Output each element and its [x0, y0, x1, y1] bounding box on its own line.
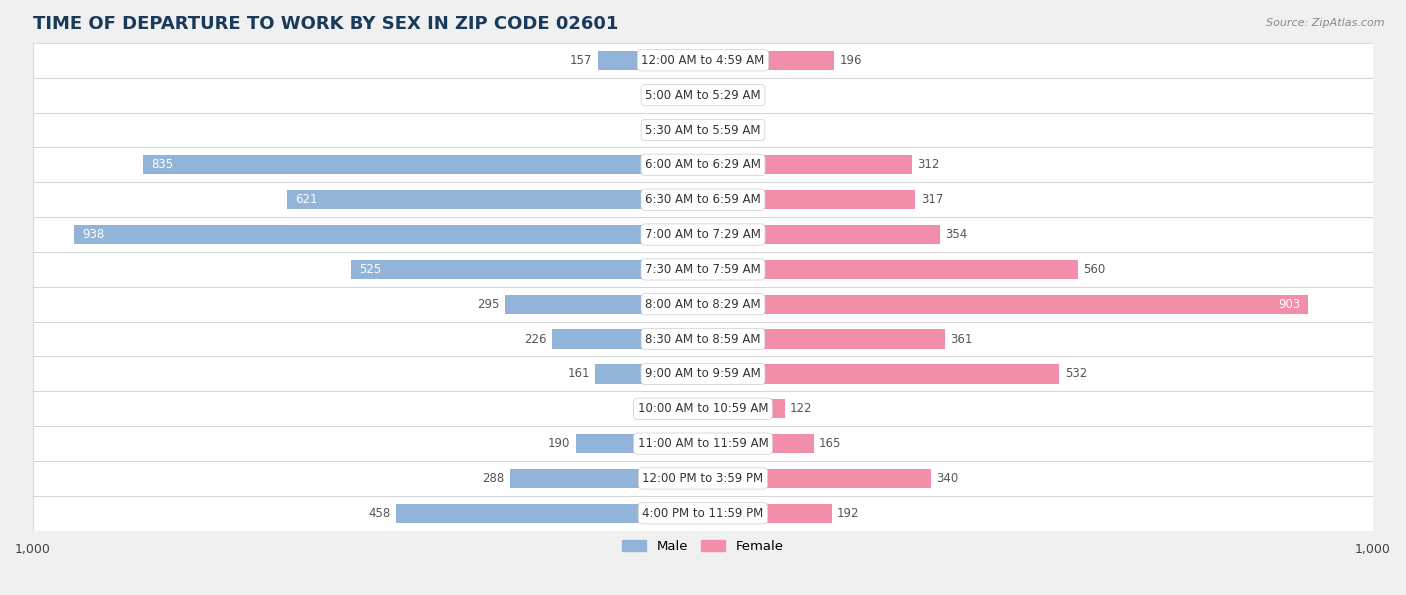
- Bar: [703, 399, 785, 418]
- Text: 295: 295: [478, 298, 501, 311]
- Bar: [675, 120, 703, 140]
- Bar: [703, 155, 912, 174]
- Text: 532: 532: [1064, 368, 1087, 380]
- Text: 7:00 AM to 7:29 AM: 7:00 AM to 7:29 AM: [645, 228, 761, 241]
- Text: 9:00 AM to 9:59 AM: 9:00 AM to 9:59 AM: [645, 368, 761, 380]
- FancyBboxPatch shape: [32, 252, 1374, 287]
- Text: 12:00 AM to 4:59 AM: 12:00 AM to 4:59 AM: [641, 54, 765, 67]
- Bar: [703, 86, 709, 105]
- Bar: [575, 434, 703, 453]
- Bar: [396, 504, 703, 523]
- Text: 165: 165: [818, 437, 841, 450]
- FancyBboxPatch shape: [32, 217, 1374, 252]
- Bar: [703, 364, 1060, 384]
- Bar: [703, 120, 721, 140]
- Text: 458: 458: [368, 507, 391, 520]
- Text: 5:00 AM to 5:29 AM: 5:00 AM to 5:29 AM: [645, 89, 761, 102]
- Text: 196: 196: [839, 54, 862, 67]
- Text: 12:00 PM to 3:59 PM: 12:00 PM to 3:59 PM: [643, 472, 763, 485]
- FancyBboxPatch shape: [32, 426, 1374, 461]
- Text: 41: 41: [655, 124, 671, 136]
- FancyBboxPatch shape: [32, 496, 1374, 531]
- Text: 10:00 AM to 10:59 AM: 10:00 AM to 10:59 AM: [638, 402, 768, 415]
- Text: 8: 8: [714, 89, 721, 102]
- Bar: [703, 330, 945, 349]
- Text: 312: 312: [918, 158, 939, 171]
- FancyBboxPatch shape: [32, 322, 1374, 356]
- Bar: [703, 295, 1308, 314]
- Bar: [551, 330, 703, 349]
- Text: 340: 340: [936, 472, 959, 485]
- Bar: [703, 260, 1078, 279]
- FancyBboxPatch shape: [32, 287, 1374, 322]
- Text: 47: 47: [651, 89, 666, 102]
- FancyBboxPatch shape: [32, 112, 1374, 148]
- Text: 192: 192: [837, 507, 859, 520]
- Text: 525: 525: [360, 263, 381, 276]
- Text: 938: 938: [83, 228, 105, 241]
- Bar: [703, 469, 931, 488]
- Text: 226: 226: [523, 333, 546, 346]
- Bar: [75, 225, 703, 244]
- Text: 5:30 AM to 5:59 AM: 5:30 AM to 5:59 AM: [645, 124, 761, 136]
- Text: 361: 361: [950, 333, 973, 346]
- Text: 11:00 AM to 11:59 AM: 11:00 AM to 11:59 AM: [638, 437, 768, 450]
- Text: Source: ZipAtlas.com: Source: ZipAtlas.com: [1267, 18, 1385, 28]
- Bar: [287, 190, 703, 209]
- Text: 161: 161: [567, 368, 589, 380]
- FancyBboxPatch shape: [32, 392, 1374, 426]
- Text: 621: 621: [295, 193, 318, 206]
- FancyBboxPatch shape: [32, 148, 1374, 182]
- Bar: [598, 51, 703, 70]
- Legend: Male, Female: Male, Female: [617, 534, 789, 558]
- FancyBboxPatch shape: [32, 356, 1374, 392]
- Bar: [703, 190, 915, 209]
- Bar: [143, 155, 703, 174]
- Bar: [672, 86, 703, 105]
- Bar: [505, 295, 703, 314]
- Text: 8:30 AM to 8:59 AM: 8:30 AM to 8:59 AM: [645, 333, 761, 346]
- Text: 27: 27: [727, 124, 741, 136]
- Bar: [703, 434, 814, 453]
- Bar: [352, 260, 703, 279]
- Bar: [703, 504, 832, 523]
- Text: 288: 288: [482, 472, 505, 485]
- Text: TIME OF DEPARTURE TO WORK BY SEX IN ZIP CODE 02601: TIME OF DEPARTURE TO WORK BY SEX IN ZIP …: [32, 15, 619, 33]
- Text: 6:30 AM to 6:59 AM: 6:30 AM to 6:59 AM: [645, 193, 761, 206]
- FancyBboxPatch shape: [32, 43, 1374, 78]
- Bar: [703, 225, 941, 244]
- Text: 317: 317: [921, 193, 943, 206]
- Text: 122: 122: [790, 402, 813, 415]
- Text: 190: 190: [548, 437, 571, 450]
- Text: 7:30 AM to 7:59 AM: 7:30 AM to 7:59 AM: [645, 263, 761, 276]
- Text: 4:00 PM to 11:59 PM: 4:00 PM to 11:59 PM: [643, 507, 763, 520]
- Text: 40: 40: [657, 402, 671, 415]
- Text: 560: 560: [1084, 263, 1107, 276]
- FancyBboxPatch shape: [32, 461, 1374, 496]
- Bar: [703, 51, 834, 70]
- FancyBboxPatch shape: [32, 78, 1374, 112]
- Text: 903: 903: [1278, 298, 1301, 311]
- FancyBboxPatch shape: [32, 182, 1374, 217]
- Text: 354: 354: [946, 228, 967, 241]
- Text: 8:00 AM to 8:29 AM: 8:00 AM to 8:29 AM: [645, 298, 761, 311]
- Text: 157: 157: [569, 54, 592, 67]
- Text: 835: 835: [152, 158, 174, 171]
- Bar: [676, 399, 703, 418]
- Bar: [510, 469, 703, 488]
- Text: 6:00 AM to 6:29 AM: 6:00 AM to 6:29 AM: [645, 158, 761, 171]
- Bar: [595, 364, 703, 384]
